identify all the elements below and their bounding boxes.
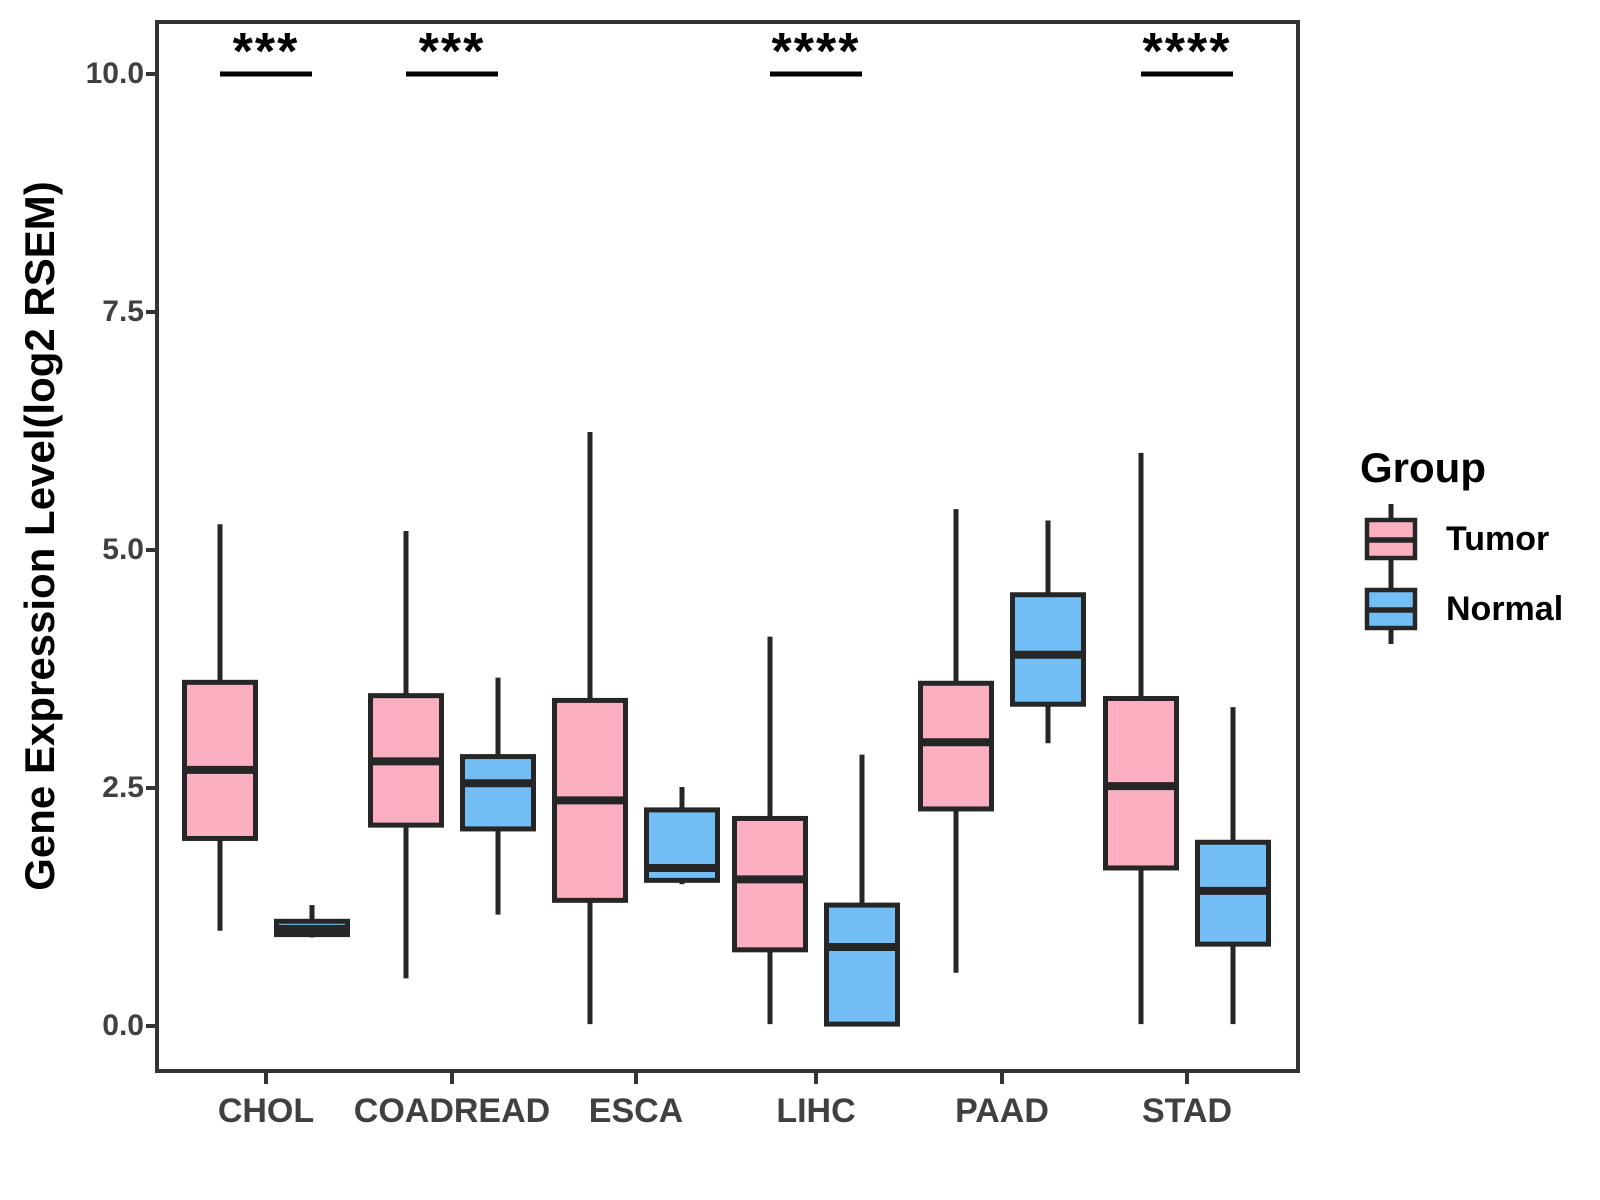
x-category-label-lihc: LIHC	[776, 1092, 856, 1130]
x-category-label-chol: CHOL	[217, 1092, 315, 1130]
x-category-label-paad: PAAD	[955, 1092, 1049, 1130]
y-tick-label: 7.5	[102, 295, 144, 328]
significance-label-stad: ****	[1142, 23, 1232, 81]
y-tick-label: 10.0	[85, 57, 144, 90]
x-category-label-stad: STAD	[1141, 1092, 1233, 1130]
significance-label-lihc: ****	[771, 23, 861, 81]
tumor-boxplot-icon	[1364, 504, 1418, 574]
panel-border	[155, 20, 1300, 1073]
x-category-label-esca: ESCA	[588, 1092, 684, 1130]
significance-label-coadread: ***	[418, 23, 486, 81]
legend-title: Group	[1360, 444, 1486, 491]
y-tick-label: 5.0	[102, 533, 144, 566]
box-normal-lihc	[824, 902, 900, 1027]
legend-label-normal: Normal	[1446, 590, 1564, 628]
y-tick-label: 2.5	[102, 771, 144, 804]
y-tick-label: 0.0	[102, 1009, 144, 1042]
legend-label-tumor: Tumor	[1446, 520, 1550, 558]
legend-item-normal: Normal	[1340, 574, 1563, 644]
significance-label-chol: ***	[232, 23, 300, 81]
legend-item-tumor: Tumor	[1340, 504, 1549, 574]
box-tumor-chol	[182, 679, 258, 841]
x-category-label-coadread: COADREAD	[353, 1092, 551, 1130]
normal-boxplot-icon	[1364, 574, 1418, 644]
box-normal-coadread	[460, 754, 536, 832]
box-normal-paad	[1010, 592, 1086, 707]
box-tumor-lihc	[732, 815, 808, 953]
